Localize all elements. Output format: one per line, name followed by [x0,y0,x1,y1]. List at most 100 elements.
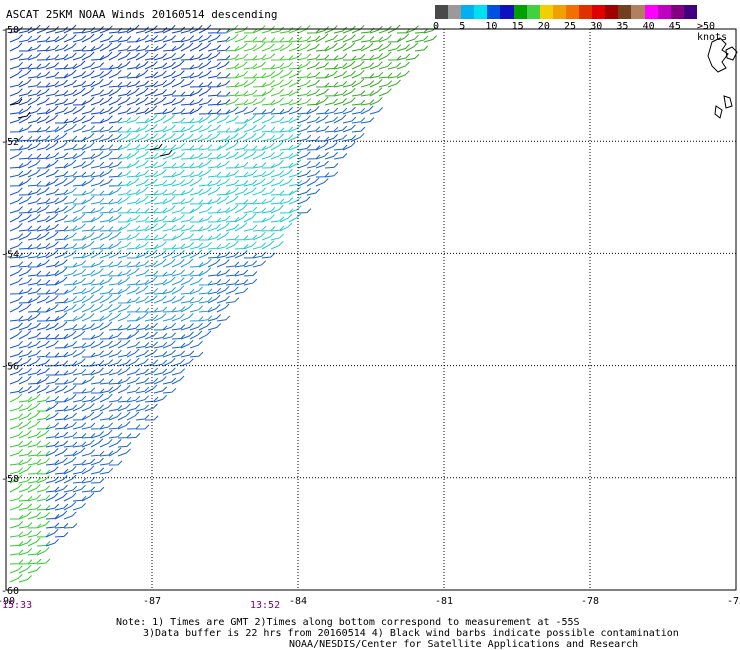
wind-barb [117,396,132,403]
wind-barb [63,368,78,376]
wind-barb [108,36,123,43]
wind-barb [234,90,249,97]
wind-barb [63,225,78,232]
wind-barb [117,153,132,160]
wind-barb [45,303,59,313]
wind-barb [153,35,168,43]
wind-barb [216,178,230,187]
wind-barb [171,342,186,349]
wind-barb [153,241,167,250]
wind-barb [243,271,258,277]
wind-barb [54,321,68,331]
wind-barb [108,331,122,340]
wind-barb [243,278,258,286]
wind-barb [180,297,195,304]
wind-barb [180,288,195,295]
wind-barb [288,124,302,133]
wind-barb [315,45,330,52]
wind-barb [27,549,42,556]
wind-barb [18,375,32,385]
wind-barb [351,78,365,88]
wind-barb [99,429,113,439]
wind-barb [81,294,95,304]
wind-barb [234,42,248,52]
wind-barb [126,267,140,277]
wind-barb [45,178,59,187]
wind-barb [225,97,239,106]
wind-barb [63,63,78,70]
wind-barb [306,35,321,43]
wind-barb [36,333,51,340]
wind-barb [360,42,374,52]
wind-barb [126,225,141,232]
wind-barb [45,89,60,97]
wind-barb [108,312,122,322]
wind-barb [162,276,176,286]
wind-barb [63,377,78,385]
wind-barb [9,135,24,142]
wind-barb [126,279,141,286]
wind-barb [225,106,239,115]
wind-barb [135,178,149,187]
wind-barb [396,70,410,79]
wind-barb [135,324,150,331]
longitude-label: -81 [435,596,453,607]
wind-barb [189,152,204,160]
wind-barb [72,495,87,502]
wind-barb [81,188,96,196]
wind-barb [27,107,42,115]
latitude-label: -50 [1,25,19,36]
wind-barb [189,188,204,196]
wind-barb [108,126,123,133]
wind-barb [216,215,231,223]
wind-barb [117,222,131,232]
wind-barb [99,349,113,358]
wind-barb [81,51,95,61]
wind-barb [216,207,231,214]
wind-barb [63,135,78,142]
wind-barb [234,222,248,232]
wind-barb [9,53,24,61]
wind-barb [243,44,258,52]
wind-barb [90,26,104,34]
wind-barb [99,467,114,475]
wind-barb [342,25,356,34]
wind-barb [108,304,122,313]
wind-barb [99,368,114,376]
wind-barb [99,144,114,151]
wind-barb [9,267,23,277]
colorbar-label: 45 [668,21,681,32]
wind-barb [180,124,194,133]
land-outline [707,37,738,119]
wind-barb [135,349,149,358]
wind-barb [9,34,23,43]
wind-barb [27,307,42,313]
wind-barb [72,402,86,412]
wind-barb [45,114,59,124]
wind-barb [288,196,302,205]
wind-barb [315,96,329,106]
wind-barb [9,474,23,484]
wind-barb [369,71,384,79]
wind-barb [207,124,221,133]
wind-barb [81,125,96,133]
wind-barb [378,80,393,88]
wind-barb [90,259,104,268]
wind-barb [72,60,86,70]
wind-barb [72,105,86,115]
wind-barb [27,34,41,43]
colorbar-swatch [579,5,593,19]
wind-barb [261,196,275,205]
wind-barb [207,304,221,313]
wind-barb [9,483,23,493]
wind-barb [99,125,114,133]
wind-barb [243,213,257,223]
wind-barb [45,223,59,232]
wind-barb [351,69,365,79]
wind-barb [90,43,104,52]
wind-barb [54,440,69,448]
wind-barb [9,574,23,583]
wind-barb [261,43,275,52]
wind-barb [81,208,96,214]
wind-barb [351,132,365,142]
